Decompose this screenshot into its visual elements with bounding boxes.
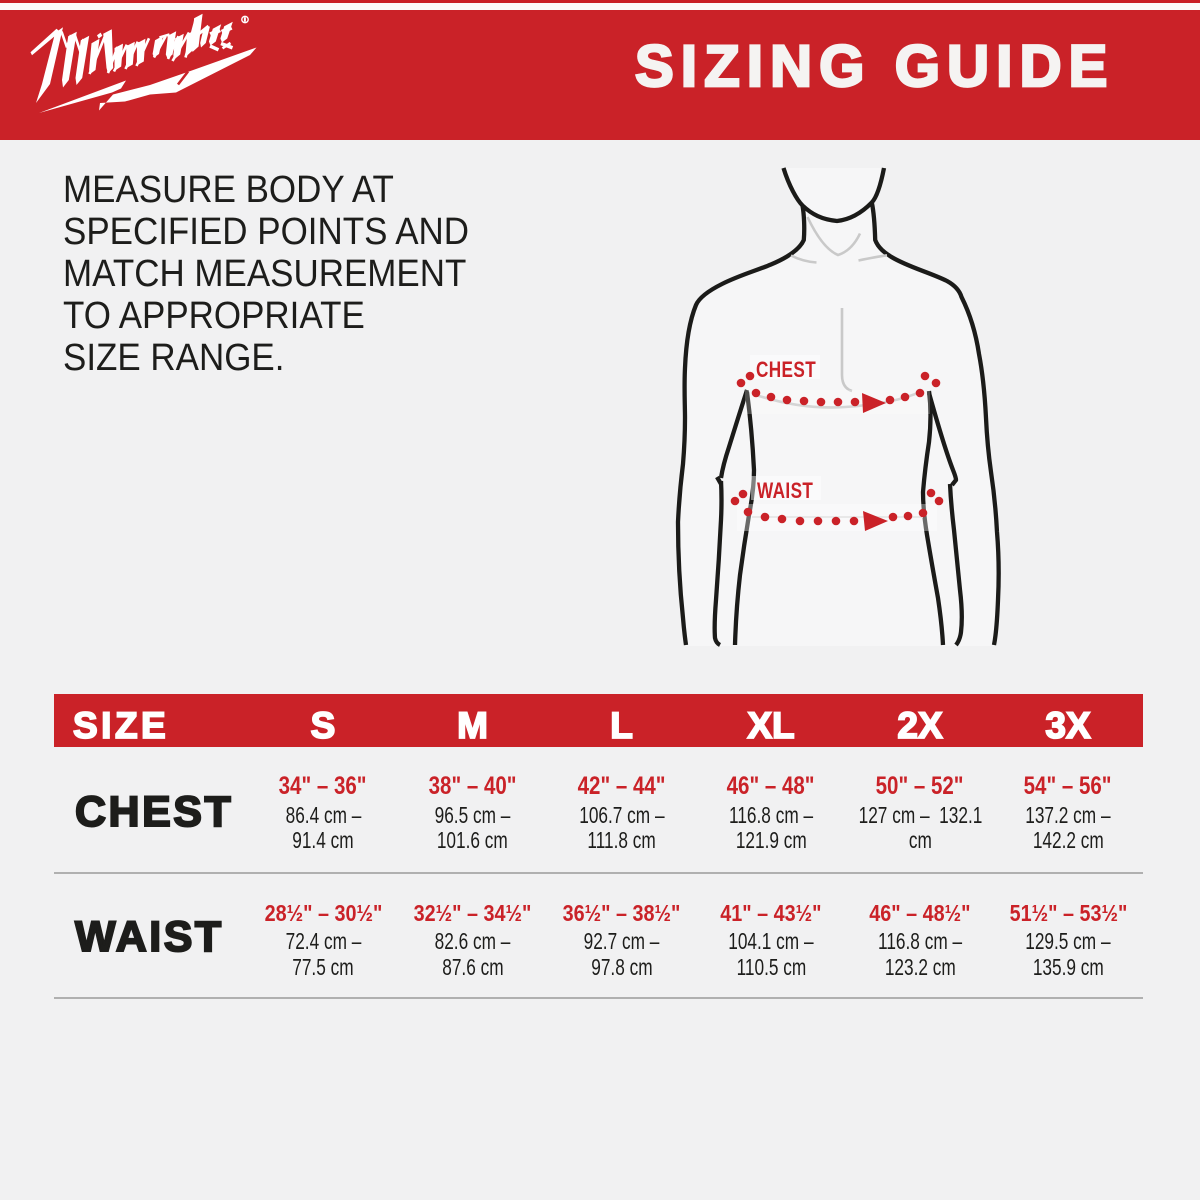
svg-text:WAIST: WAIST bbox=[757, 479, 813, 504]
svg-text:CHEST: CHEST bbox=[756, 358, 816, 383]
